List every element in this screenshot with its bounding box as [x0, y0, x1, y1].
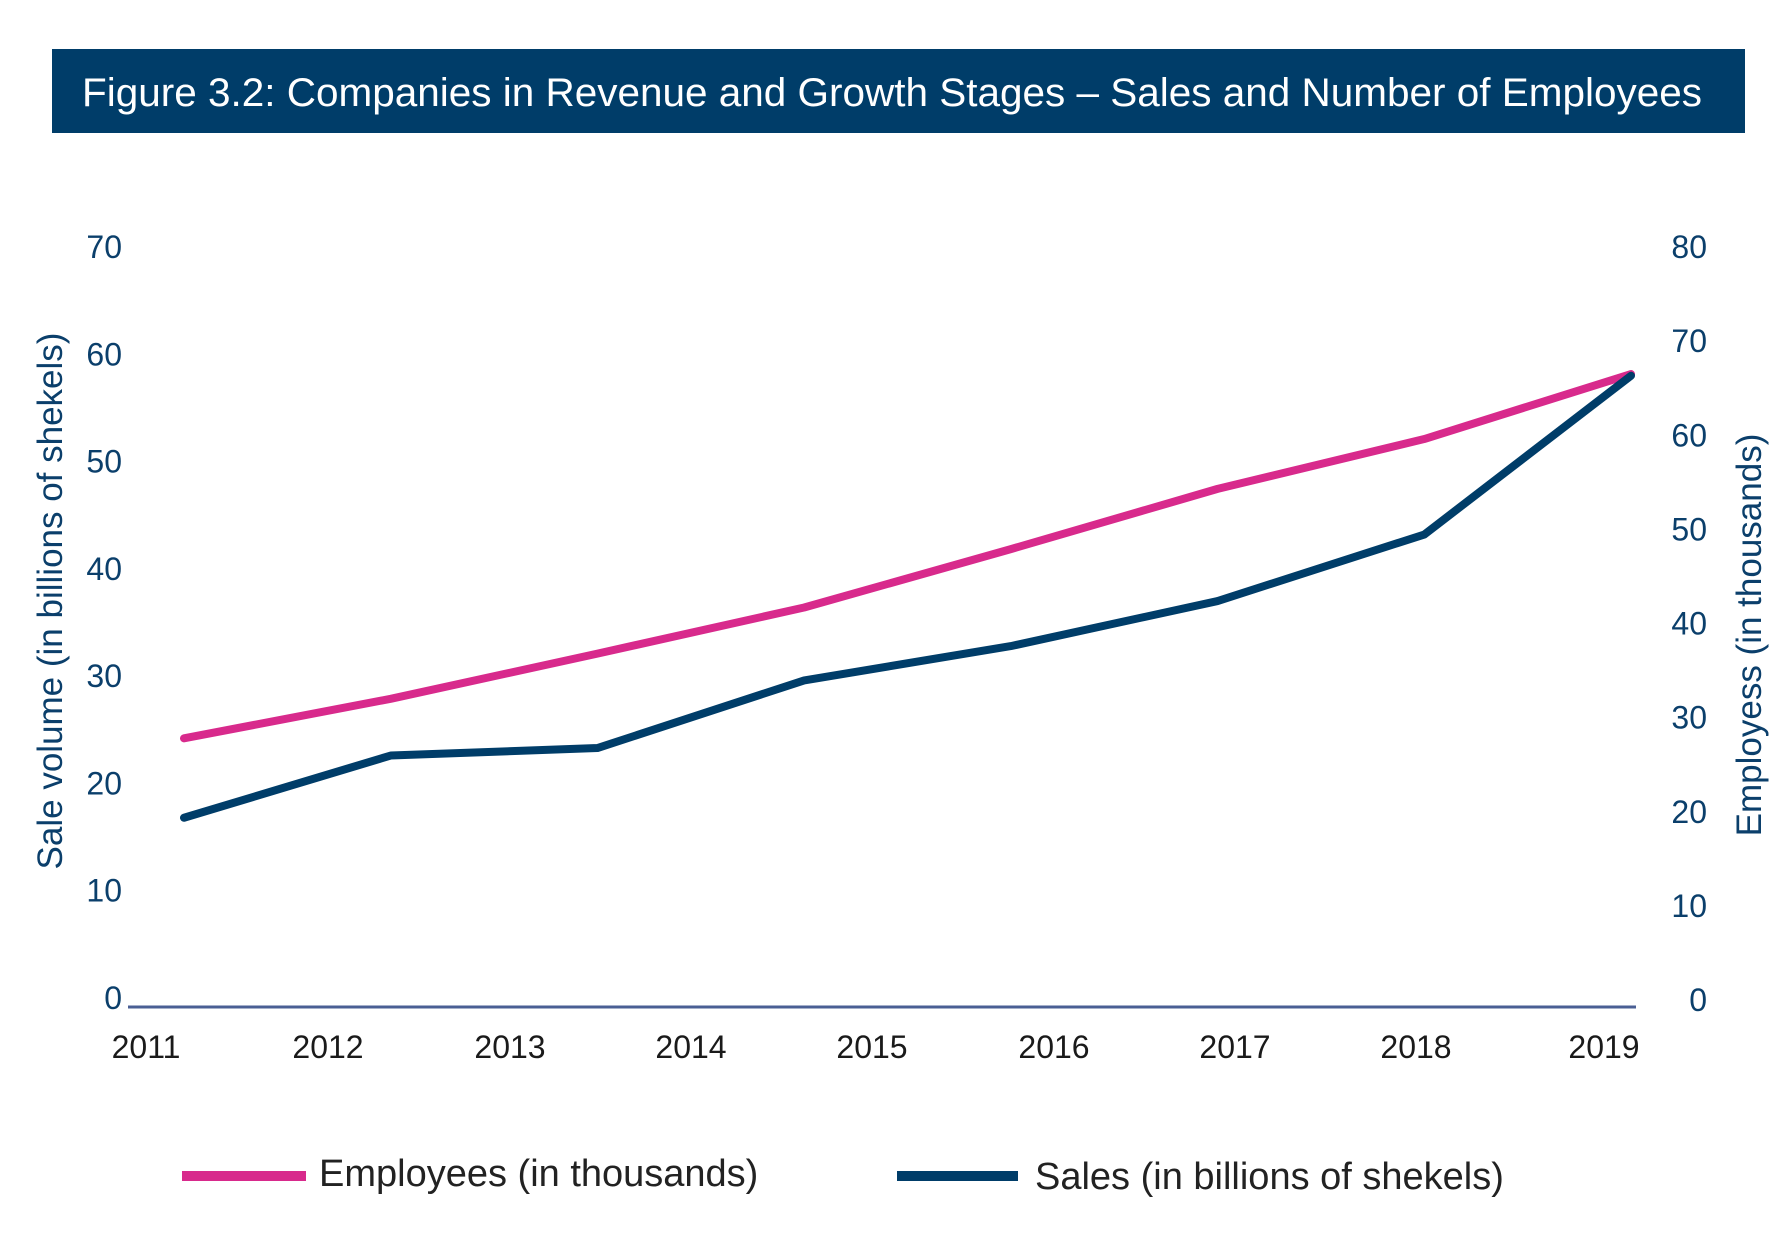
left-tick-label: 0	[104, 980, 122, 1016]
left-tick-label: 60	[86, 336, 122, 372]
x-tick-label: 2012	[292, 1029, 363, 1065]
title-bar	[52, 49, 1745, 133]
x-tick-label: 2014	[655, 1029, 726, 1065]
x-tick-label: 2011	[112, 1029, 181, 1065]
right-axis-label: Employess (in thousands)	[1730, 434, 1769, 837]
x-tick-label: 2015	[836, 1029, 907, 1065]
left-tick-label: 70	[86, 229, 122, 265]
right-tick-label: 0	[1689, 982, 1707, 1018]
left-tick-label: 50	[86, 444, 122, 480]
legend-label-sales: Sales (in billions of shekels)	[1035, 1156, 1504, 1198]
right-tick-label: 10	[1671, 888, 1707, 924]
series-line-employees	[180, 370, 1635, 743]
right-tick-label: 70	[1671, 323, 1707, 359]
chart-title: Figure 3.2: Companies in Revenue and Gro…	[82, 71, 1702, 115]
legend-label-employees: Employees (in thousands)	[319, 1153, 758, 1195]
right-tick-label: 60	[1671, 417, 1707, 453]
left-tick-label: 30	[86, 658, 122, 694]
x-tick-label: 2013	[474, 1029, 545, 1065]
right-tick-label: 80	[1671, 229, 1707, 265]
left-tick-label: 10	[86, 873, 122, 909]
left-tick-label: 40	[86, 551, 122, 587]
left-tick-label: 20	[86, 765, 122, 801]
x-tick-label: 2016	[1018, 1029, 1089, 1065]
x-tick-label: 2019	[1568, 1029, 1639, 1065]
x-tick-label: 2017	[1199, 1029, 1270, 1065]
series-line-sales	[180, 371, 1635, 822]
left-axis-label: Sale volume (in billions of shekels)	[31, 333, 70, 870]
right-tick-label: 40	[1671, 606, 1707, 642]
right-tick-label: 20	[1671, 794, 1707, 830]
right-tick-label: 50	[1671, 511, 1707, 547]
x-tick-label: 2018	[1380, 1029, 1451, 1065]
right-tick-label: 30	[1671, 700, 1707, 736]
